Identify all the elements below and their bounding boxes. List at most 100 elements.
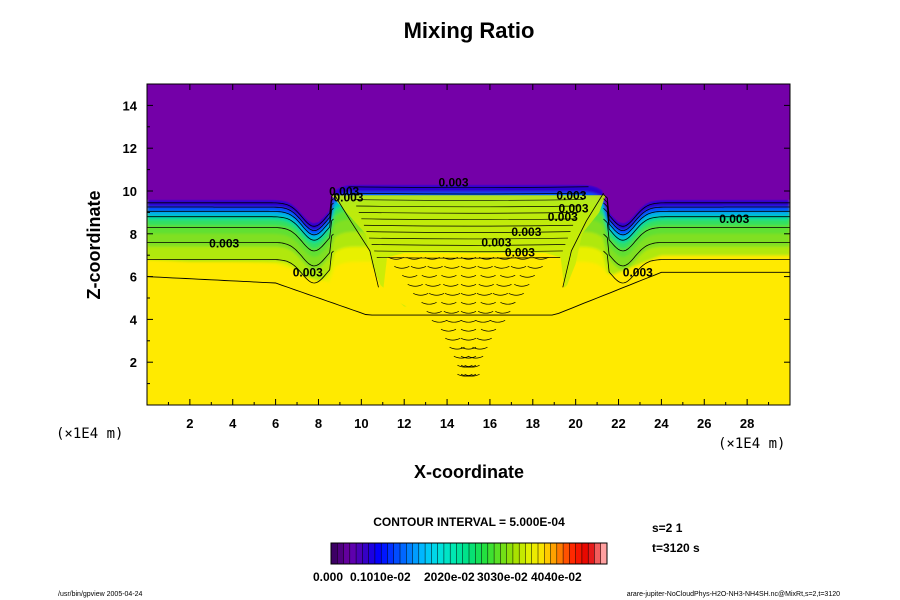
x-scale-note: (×1E4 m) <box>718 436 785 452</box>
contour-line <box>460 355 477 359</box>
contour-line <box>603 194 790 227</box>
contour-line <box>495 310 511 314</box>
colorbar-min-label: 0.000 <box>313 570 343 584</box>
contour-line <box>431 319 448 323</box>
x-tick-label: 10 <box>354 416 368 431</box>
colorbar-bin <box>431 543 438 564</box>
contour-line <box>476 337 492 341</box>
contour-label: 0.003 <box>209 237 239 251</box>
x-tick-label: 4 <box>229 416 237 431</box>
contour-line <box>446 319 462 323</box>
contour-line <box>441 275 457 278</box>
y-tick-label: 4 <box>130 312 138 327</box>
contour-line <box>444 266 460 269</box>
contour-line <box>519 275 535 278</box>
contour-line <box>394 266 410 269</box>
y-tick-label: 12 <box>123 141 137 156</box>
contour-line <box>366 231 571 233</box>
colorbar-bin <box>550 543 558 564</box>
colorbar-bin <box>462 543 470 564</box>
contour-line <box>147 198 334 232</box>
colorbar-bin <box>538 543 545 564</box>
contour-line <box>460 310 477 314</box>
x-tick-label: 8 <box>315 416 322 431</box>
colorbar-bin <box>443 543 451 564</box>
colorbar-bin <box>393 543 401 564</box>
contour-line <box>356 205 581 208</box>
contour-line <box>603 198 790 232</box>
contour-line <box>428 292 445 296</box>
colorbar-bin <box>531 543 539 564</box>
colorbar-tick-label: 2020e-02 <box>424 570 475 584</box>
contour-line <box>371 244 566 246</box>
colorbar-bin <box>349 543 357 564</box>
colorbar-bin <box>575 543 583 564</box>
contour-line <box>500 301 516 305</box>
contour-line <box>477 266 493 269</box>
contour-line <box>464 364 480 368</box>
contour-line <box>374 250 563 253</box>
colorbar-bin <box>469 543 476 564</box>
contour-line <box>480 301 496 305</box>
x-tick-label: 28 <box>740 416 754 431</box>
colorbar-frame <box>330 542 608 565</box>
contour-line <box>443 283 459 287</box>
contour-label: 0.003 <box>438 176 468 190</box>
contour-label: 0.003 <box>333 191 363 205</box>
contour-line <box>147 218 334 252</box>
contour-line <box>457 364 473 368</box>
upper-purple-region <box>147 84 790 223</box>
contour-label: 0.003 <box>623 266 653 280</box>
contour-line <box>441 301 457 305</box>
x-tick-label: 16 <box>483 416 497 431</box>
contour-label: 0.003 <box>505 245 535 259</box>
colorbar-bin <box>563 543 570 564</box>
colorbar-bin <box>425 543 432 564</box>
contour-line <box>478 283 494 287</box>
colorbar-bin <box>450 543 457 564</box>
colorbar-bin <box>331 543 338 564</box>
footer-left: /usr/bin/gpview 2005-04-24 <box>58 591 143 598</box>
contour-line <box>427 266 443 269</box>
y-tick-label: 10 <box>123 184 137 199</box>
colorbar-bin <box>569 543 576 564</box>
contour-line <box>425 283 441 287</box>
contour-line <box>477 310 494 314</box>
contour-line <box>510 266 527 269</box>
contour-line <box>480 275 496 278</box>
colorbar-tick-label: 0.1010e-02 <box>350 570 411 584</box>
contour-line <box>603 233 790 267</box>
contour-line <box>460 337 477 341</box>
contour-line <box>562 192 604 288</box>
colorbar-bin <box>437 543 445 564</box>
colorbar-bin <box>500 543 507 564</box>
contour-label: 0.003 <box>481 236 511 250</box>
contour-line <box>492 292 509 296</box>
contour-line <box>460 292 477 296</box>
mixing-ratio-field <box>147 84 790 405</box>
contour-line <box>489 319 506 323</box>
contour-line <box>361 218 576 221</box>
y-tick-label: 2 <box>130 355 137 370</box>
colorbar-bin <box>519 543 526 564</box>
contour-line <box>442 257 459 260</box>
contour-line <box>453 355 470 359</box>
y-tick-label: 6 <box>130 270 137 285</box>
contour-interval: CONTOUR INTERVAL = 5.000E-04 <box>373 515 565 529</box>
contour-line <box>333 192 379 288</box>
contour-line <box>603 208 790 241</box>
x-tick-label: 18 <box>526 416 540 431</box>
contour-label: 0.003 <box>548 210 578 224</box>
contour-line <box>460 275 477 278</box>
colorbar-bin <box>362 543 369 564</box>
contour-line <box>533 257 549 260</box>
contour-line <box>515 257 531 260</box>
contour-line <box>460 373 477 377</box>
colorbar-bin <box>381 543 388 564</box>
contour-line <box>407 283 423 287</box>
contour-line <box>460 257 477 260</box>
y-scale-note: (×1E4 m) <box>56 426 123 442</box>
inner-dome <box>382 253 565 311</box>
contour-line <box>351 192 586 195</box>
